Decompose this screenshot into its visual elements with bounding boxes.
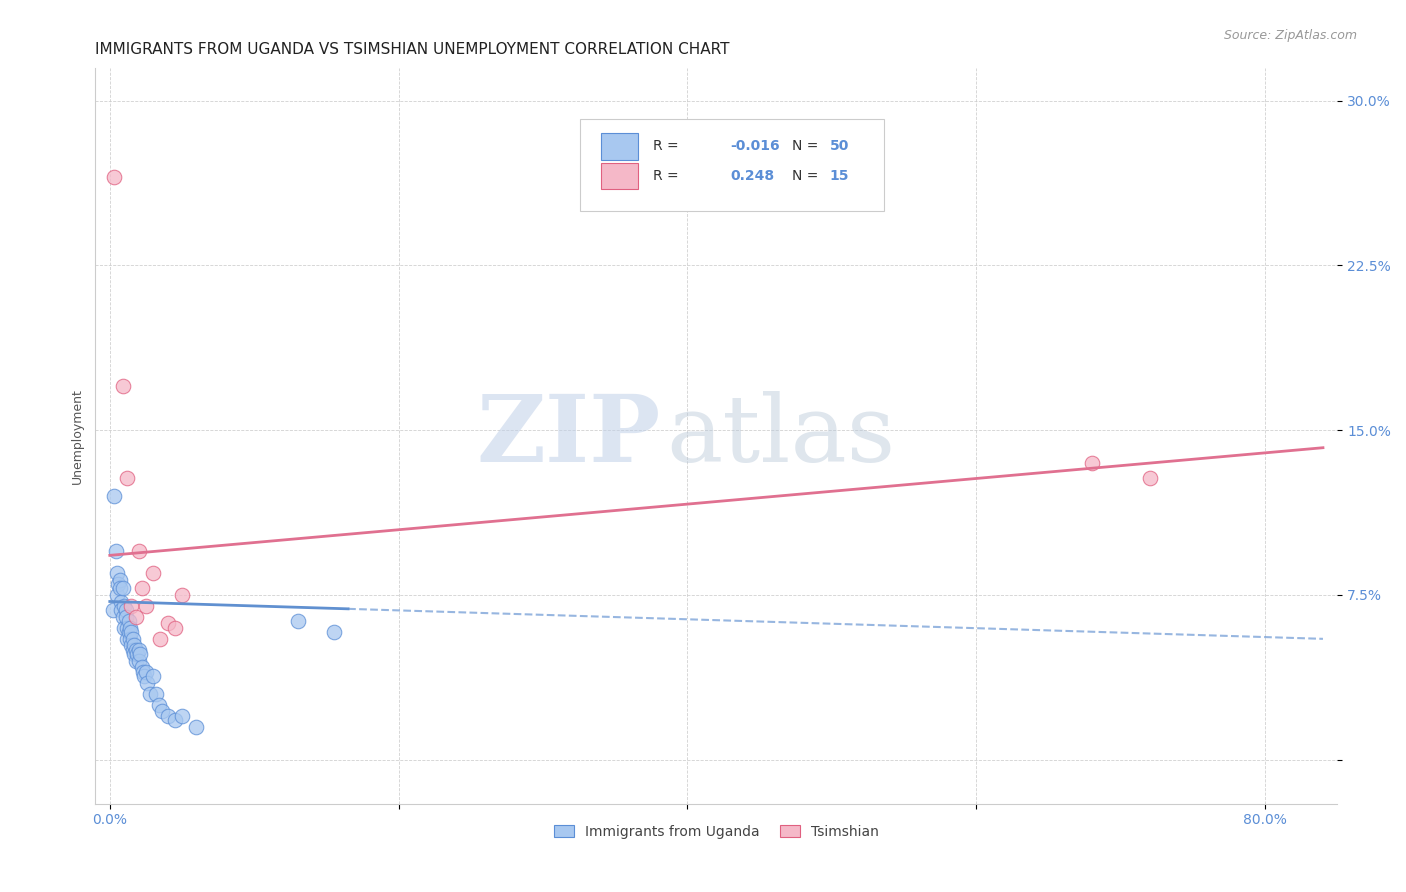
Point (186, 720, 208, 734)
Point (170, 708, 193, 723)
Point (105, 588, 128, 602)
Text: atlas: atlas (666, 391, 896, 481)
Point (111, 610, 134, 624)
Point (115, 621, 138, 635)
Point (145, 687, 167, 701)
Point (132, 665, 155, 679)
Point (114, 603, 136, 617)
Text: N =: N = (792, 139, 823, 153)
Point (103, 489, 125, 503)
Point (104, 544, 127, 558)
Point (135, 665, 157, 679)
Point (127, 647, 149, 661)
Text: R =: R = (652, 139, 683, 153)
Point (124, 639, 146, 653)
Point (114, 610, 136, 624)
Point (115, 632, 138, 646)
Point (135, 599, 157, 613)
Point (131, 660, 153, 674)
Text: R =: R = (652, 169, 688, 183)
Point (150, 704, 173, 718)
Point (128, 544, 150, 558)
Point (117, 614, 139, 628)
Point (120, 599, 142, 613)
Point (163, 713, 186, 727)
Point (105, 566, 128, 580)
Point (156, 708, 179, 723)
Point (108, 582, 131, 596)
Point (125, 654, 148, 668)
Point (142, 566, 165, 580)
Point (128, 654, 150, 668)
Point (134, 669, 156, 683)
Point (125, 643, 148, 657)
Point (112, 621, 135, 635)
Y-axis label: Unemployment: Unemployment (72, 388, 84, 483)
Point (107, 577, 129, 591)
Point (120, 639, 142, 653)
Point (111, 379, 134, 393)
Point (108, 573, 131, 587)
Point (115, 471, 138, 485)
FancyBboxPatch shape (579, 120, 884, 211)
Point (118, 632, 141, 646)
Point (112, 599, 135, 613)
Point (170, 588, 193, 602)
Point (122, 643, 145, 657)
Point (128, 643, 150, 657)
Point (142, 669, 165, 683)
Text: 0.248: 0.248 (730, 169, 775, 183)
Point (1139, 471, 1161, 485)
Point (148, 698, 170, 712)
FancyBboxPatch shape (600, 133, 638, 160)
Text: N =: N = (792, 169, 823, 183)
Point (156, 616, 179, 631)
Point (129, 647, 152, 661)
Text: 50: 50 (830, 139, 849, 153)
Text: Source: ZipAtlas.com: Source: ZipAtlas.com (1223, 29, 1357, 43)
Point (131, 582, 153, 596)
Point (1081, 456, 1104, 470)
Point (110, 594, 132, 608)
Legend: Immigrants from Uganda, Tsimshian: Immigrants from Uganda, Tsimshian (548, 820, 884, 845)
Point (149, 632, 172, 646)
Point (103, 170, 125, 185)
Point (139, 687, 162, 701)
FancyBboxPatch shape (600, 162, 638, 189)
Point (110, 603, 132, 617)
Point (111, 582, 134, 596)
Text: IMMIGRANTS FROM UGANDA VS TSIMSHIAN UNEMPLOYMENT CORRELATION CHART: IMMIGRANTS FROM UGANDA VS TSIMSHIAN UNEM… (96, 42, 730, 57)
Text: ZIP: ZIP (477, 391, 661, 481)
Point (124, 647, 146, 661)
Point (322, 625, 344, 640)
Point (118, 621, 141, 635)
Point (287, 614, 309, 628)
Point (122, 632, 145, 646)
Point (136, 675, 159, 690)
Text: 15: 15 (830, 169, 849, 183)
Point (101, 603, 124, 617)
Text: -0.016: -0.016 (730, 139, 780, 153)
Point (120, 625, 142, 640)
Point (125, 610, 148, 624)
Point (117, 625, 139, 640)
Point (163, 621, 186, 635)
